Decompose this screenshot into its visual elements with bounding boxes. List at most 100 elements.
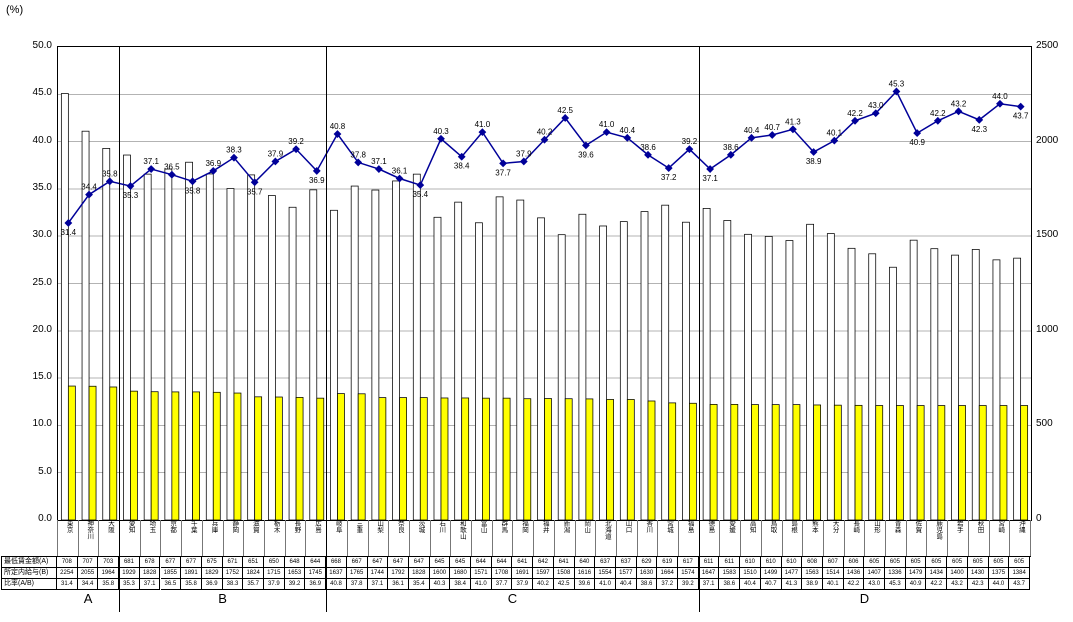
table-cell: 1574	[678, 568, 699, 579]
wage-bar	[661, 204, 670, 520]
table-cell: 1664	[657, 568, 679, 579]
wage-bar	[723, 220, 732, 520]
table-cell: 611	[719, 557, 741, 568]
table-cell: 1616	[574, 568, 596, 579]
ratio-point-marker	[996, 99, 1004, 108]
ratio-point-marker	[395, 174, 404, 183]
table-cell: 41.3	[781, 579, 803, 590]
ratio-data-label: 37.1	[702, 174, 718, 183]
minimum-wage-bar	[813, 404, 822, 520]
ratio-point-marker	[354, 158, 363, 167]
table-cell: 1554	[595, 568, 616, 579]
category-label: 兵庫	[210, 520, 217, 533]
table-cell: 37.1	[139, 579, 161, 590]
ratio-data-label: 39.2	[288, 137, 304, 146]
ratio-point-marker	[809, 148, 818, 156]
category-label: 佐賀	[913, 520, 921, 533]
minimum-wage-bar	[833, 404, 842, 520]
category-label: 青森	[893, 520, 901, 533]
table-cell: 1407	[864, 568, 886, 579]
ratio-point-marker	[954, 107, 963, 116]
table-cell: 1647	[698, 568, 720, 579]
table-cell: 605	[885, 557, 906, 568]
table-cell: 707	[77, 557, 99, 568]
category-label: 島根	[789, 520, 797, 533]
category-label-cell: 山形	[865, 520, 887, 556]
table-cell: 678	[139, 557, 161, 568]
table-cell: 1752	[222, 568, 244, 579]
category-label-cell: 新潟	[555, 520, 576, 556]
wage-bar	[495, 196, 504, 520]
category-label: 山梨	[375, 520, 383, 533]
table-cell: 619	[657, 557, 679, 568]
ratio-data-label: 42.2	[930, 109, 946, 118]
minimum-wage-bar	[171, 391, 180, 520]
wage-bar	[143, 173, 152, 520]
minimum-wage-bar	[771, 404, 780, 520]
table-cell: 38.4	[450, 579, 472, 590]
category-label: 三重	[354, 520, 362, 533]
category-label: 鳥取	[768, 520, 776, 533]
table-cell: 40.9	[905, 579, 927, 590]
group-divider	[326, 46, 328, 612]
category-label: 新潟	[561, 520, 569, 533]
table-cell: 644	[471, 557, 492, 568]
minimum-wage-bar	[937, 405, 946, 520]
table-cell: 617	[678, 557, 699, 568]
ratio-data-label: 35.3	[123, 191, 139, 200]
minimum-wage-bar	[316, 397, 325, 520]
table-cell: 641	[553, 557, 575, 568]
wage-bar	[992, 259, 1001, 520]
table-cell: 1508	[553, 568, 575, 579]
ratio-data-label: 38.6	[640, 143, 656, 152]
table-cell: 648	[284, 557, 306, 568]
minimum-wage-bar	[668, 402, 677, 520]
category-label: 秋田	[975, 520, 983, 533]
ratio-data-label: 37.1	[371, 157, 387, 166]
ratio-point-marker	[561, 114, 570, 122]
table-cell: 35.7	[243, 579, 264, 590]
wage-bar	[619, 221, 628, 520]
category-label-cell: 秋田	[969, 520, 990, 556]
table-cell: 1479	[905, 568, 927, 579]
data-table: 最低賃金額(A) 708 707 703 681 678 677 677 675 671 651 65…	[1, 556, 1031, 590]
wage-bar	[1013, 257, 1022, 520]
table-cell: 38.6	[719, 579, 741, 590]
ratio-point-marker	[892, 87, 901, 96]
table-cell: 36.1	[388, 579, 409, 590]
wage-bar	[60, 93, 69, 520]
category-label-cell: 徳島	[700, 520, 721, 556]
left-axis-unit-label: (%)	[6, 4, 24, 16]
table-cell: 37.2	[657, 579, 679, 590]
category-label-cell: 北海道	[596, 520, 617, 556]
wage-bar	[702, 208, 711, 520]
category-label-cell: 茨城	[410, 520, 431, 556]
table-cell: 45.3	[885, 579, 906, 590]
ratio-data-label: 42.3	[971, 125, 987, 134]
minimum-wage-bar	[399, 397, 407, 520]
ratio-point-marker	[644, 150, 652, 159]
category-label-cell: 鳥取	[762, 520, 783, 556]
plot-area: 31.4 34.4 35.8 35.3 37.1 36.5 35.8 36.9 38.3 35.7…	[57, 46, 1032, 521]
table-cell: 605	[1009, 557, 1030, 568]
table-cell: 677	[181, 557, 202, 568]
ratio-data-label: 43.2	[951, 99, 967, 108]
minimum-wage-bar	[647, 400, 656, 520]
wage-bar	[454, 201, 463, 520]
category-label: 鹿児島	[934, 520, 942, 540]
category-label-cell: 岩手	[948, 520, 969, 556]
left-axis-tick-label: 10.0	[32, 418, 52, 430]
wage-bar	[309, 189, 318, 520]
table-cell: 1597	[533, 568, 554, 579]
table-cell: 40.8	[326, 579, 347, 590]
table-cell: 1855	[160, 568, 182, 579]
table-cell: 681	[119, 557, 140, 568]
table-cell: 38.9	[802, 579, 823, 590]
table-cell: 644	[491, 557, 513, 568]
category-label: 宮崎	[996, 520, 1004, 533]
ratio-point-marker	[975, 115, 984, 124]
wage-bar	[226, 188, 235, 520]
ratio-point-marker	[602, 128, 611, 137]
table-cell: 1577	[615, 568, 637, 579]
table-cell: 35.4	[408, 579, 430, 590]
